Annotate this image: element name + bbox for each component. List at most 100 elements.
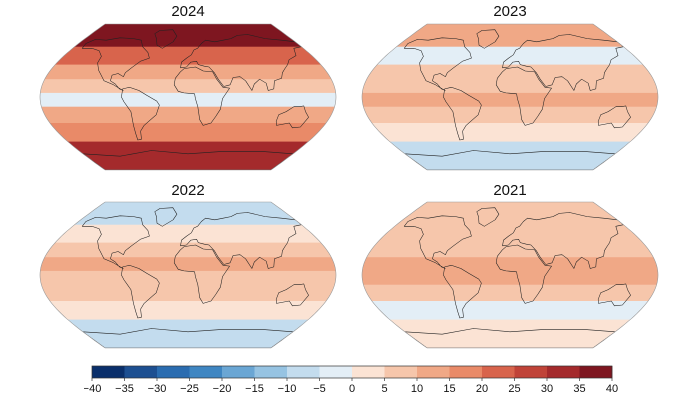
colorbar-swatch <box>222 366 255 378</box>
colorbar-swatch <box>417 366 450 378</box>
coastline-greenland <box>476 207 500 227</box>
colorbar-tick-label: −5 <box>313 383 326 395</box>
coastline-south-america <box>443 87 482 141</box>
colorbar-tick-label: −35 <box>115 383 134 395</box>
anomaly-map-2023 <box>361 23 659 171</box>
colorbar-swatch <box>92 366 125 378</box>
map-title-2023: 2023 <box>493 3 527 20</box>
anomaly-band-south-sub <box>40 284 336 302</box>
colorbar-swatch <box>579 366 613 378</box>
colorbar-swatch <box>352 366 385 378</box>
coastline-antarctica <box>82 328 294 348</box>
coastline-australia <box>275 105 309 129</box>
coastline-australia <box>597 105 631 129</box>
map-title-2024: 2024 <box>171 3 205 20</box>
anomaly-band-south-sub <box>40 106 336 124</box>
anomaly-band-south-sub <box>362 106 658 124</box>
coastline-australia <box>275 283 309 307</box>
anomaly-band-north-sub <box>362 242 658 258</box>
anomaly-band-north-sub <box>40 64 336 80</box>
colorbar-tick-label: 5 <box>381 383 387 395</box>
colorbar-swatch <box>287 366 320 378</box>
anomaly-band-tropics <box>362 257 658 272</box>
anomaly-band-south-mid <box>40 301 336 321</box>
coastline-south-america <box>443 265 482 319</box>
colorbar-tick-label: −25 <box>180 383 199 395</box>
map-title-2021: 2021 <box>493 182 527 199</box>
anomaly-band-antarctic <box>40 319 336 348</box>
coastline-antarctica <box>82 150 294 170</box>
colorbar-swatch <box>157 366 190 378</box>
map-outline <box>361 23 659 171</box>
anomaly-band-tropics <box>40 79 336 94</box>
anomaly-map-2024 <box>39 23 337 171</box>
coastline-north-america <box>403 215 472 269</box>
anomaly-band-arctic <box>40 24 336 48</box>
anomaly-band-antarctic <box>362 141 658 170</box>
anomaly-map-2022 <box>39 201 337 349</box>
colorbar-tick-label: −20 <box>213 383 232 395</box>
map-title-2022: 2022 <box>171 182 205 199</box>
colorbar-tick-label: 15 <box>443 383 455 395</box>
coastline-north-america <box>81 215 150 269</box>
colorbar-tick-label: −30 <box>148 383 167 395</box>
coastline-north-america <box>403 37 472 91</box>
coastline-eurasia <box>180 34 302 91</box>
anomaly-band-south-sub <box>362 284 658 302</box>
coastline-eurasia <box>502 34 624 91</box>
anomaly-band-equator-band <box>362 270 658 286</box>
anomaly-band-north-mid <box>40 46 336 66</box>
anomaly-band-tropics <box>362 79 658 94</box>
coastline-south-america <box>121 87 160 141</box>
colorbar-swatch <box>449 366 483 378</box>
coastline-africa <box>173 244 230 304</box>
anomaly-band-south-mid <box>362 123 658 143</box>
coastline-africa <box>173 66 230 126</box>
colorbar-swatch <box>482 366 515 378</box>
colorbar-swatch <box>547 366 580 378</box>
colorbar-swatch <box>189 366 223 378</box>
anomaly-band-south-mid <box>40 123 336 143</box>
coastline-north-america <box>81 37 150 91</box>
colorbar-tick-label: −10 <box>278 383 297 395</box>
colorbar-tick-label: 10 <box>411 383 423 395</box>
anomaly-band-equator-band <box>362 92 658 108</box>
coastline-greenland <box>476 29 500 49</box>
anomaly-band-north-mid <box>40 224 336 244</box>
colorbar-tick-label: 35 <box>573 383 585 395</box>
anomaly-band-antarctic <box>40 141 336 170</box>
coastline-south-america <box>121 265 160 319</box>
coastline-eurasia <box>502 212 624 269</box>
colorbar-tick-label: 30 <box>541 383 553 395</box>
coastline-africa <box>495 244 552 304</box>
anomaly-map-2021 <box>361 201 659 349</box>
colorbar-tick-label: −15 <box>245 383 264 395</box>
colorbar-tick-label: −40 <box>84 383 101 395</box>
anomaly-band-south-mid <box>362 301 658 321</box>
coastline-greenland <box>154 29 178 49</box>
coastline-australia <box>597 283 631 307</box>
colorbar-tick-label: 40 <box>606 383 618 395</box>
colorbar: −40 −35 −30 −25 −20 −15 −10 −5 0 5 10 15 20 25 30 35 40 <box>84 365 618 395</box>
map-outline <box>39 23 337 171</box>
anomaly-band-north-sub <box>362 64 658 80</box>
anomaly-band-north-mid <box>362 46 658 66</box>
coastline-eurasia <box>180 212 302 269</box>
anomaly-band-equator-band <box>40 92 336 108</box>
colorbar-swatch <box>124 366 158 378</box>
colorbar-tick-label: 20 <box>476 383 488 395</box>
colorbar-swatch <box>254 366 288 378</box>
colorbar-swatch <box>384 366 418 378</box>
coastline-antarctica <box>404 150 616 170</box>
colorbar-swatch <box>319 366 353 378</box>
anomaly-band-arctic <box>362 24 658 48</box>
anomaly-band-north-sub <box>40 242 336 258</box>
colorbar-swatch <box>514 366 548 378</box>
anomaly-band-north-mid <box>362 224 658 244</box>
colorbar-tick-label: 0 <box>349 383 355 395</box>
anomaly-band-tropics <box>40 257 336 272</box>
anomaly-band-arctic <box>362 202 658 226</box>
coastline-antarctica <box>404 328 616 348</box>
anomaly-band-antarctic <box>362 319 658 348</box>
anomaly-band-arctic <box>40 202 336 226</box>
